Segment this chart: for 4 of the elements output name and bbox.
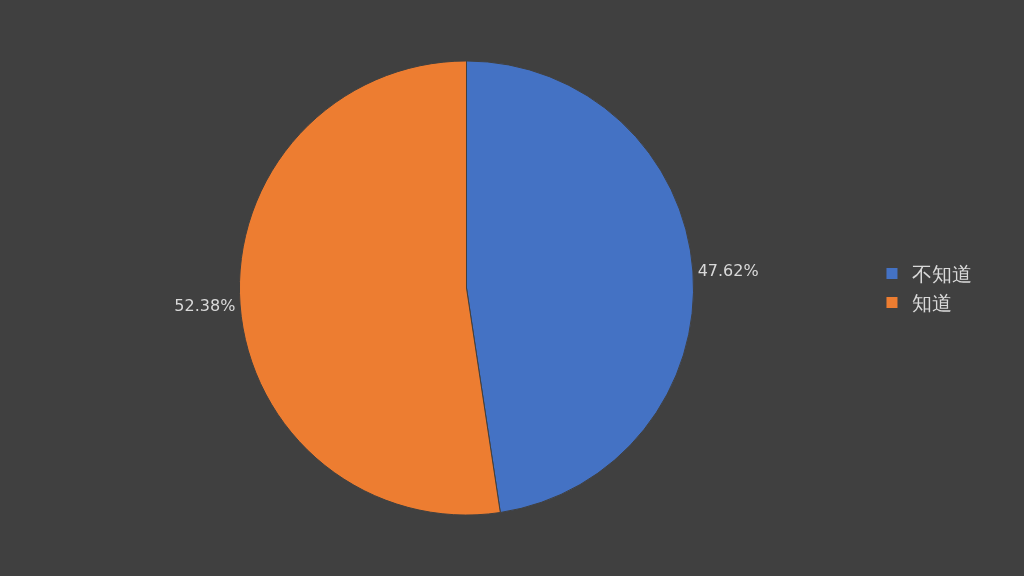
data-label: 47.62% bbox=[697, 261, 759, 281]
data-label: 52.38% bbox=[174, 295, 236, 315]
legend-label: 不知道 bbox=[911, 262, 972, 287]
legend-label: 知道 bbox=[911, 291, 952, 316]
